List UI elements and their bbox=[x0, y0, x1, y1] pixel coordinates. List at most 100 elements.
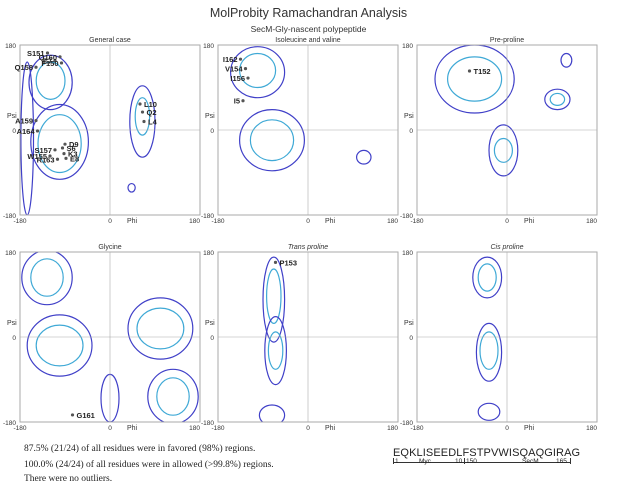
ruler-label-secm: SecM bbox=[522, 458, 539, 465]
residue-point bbox=[64, 156, 68, 160]
residue-label: V154 bbox=[225, 65, 243, 74]
phi-axis-label: Phi bbox=[127, 218, 138, 225]
favored-region-contour bbox=[134, 97, 151, 136]
allowed-region-contour bbox=[230, 46, 286, 99]
panel-general-case: General case Psi Phi 180 0 -180-180 0 180 S151E7… bbox=[3, 37, 201, 225]
panel-glycine: Glycine Psi Phi 180 0 -180-180 0 180 G161 bbox=[3, 244, 201, 432]
panel-title: General case bbox=[89, 37, 131, 44]
x-tick-label: 0 bbox=[306, 218, 310, 225]
residue-point bbox=[243, 67, 248, 71]
residue-point bbox=[273, 260, 278, 264]
panel-title: Isoleucine and valine bbox=[275, 37, 340, 44]
y-tick-label: 0 bbox=[409, 335, 413, 342]
phi-axis-label: Phi bbox=[325, 218, 336, 225]
allowed-region-contour bbox=[355, 149, 372, 165]
ruler-tick bbox=[464, 458, 465, 464]
allowed-region-contour bbox=[264, 316, 288, 386]
residue-point bbox=[138, 102, 142, 106]
panel-cis-proline: Cis proline Psi Phi 180 0 -180-180 0 180 bbox=[400, 244, 598, 432]
x-tick-label: 0 bbox=[505, 425, 509, 432]
page-title: MolProbity Ramachandran Analysis bbox=[209, 6, 408, 20]
allowed-region-contour bbox=[488, 124, 519, 177]
y-tick-label: -180 bbox=[201, 213, 214, 220]
residue-point bbox=[467, 69, 472, 73]
allowed-region-contour bbox=[239, 108, 306, 172]
x-tick-label: 180 bbox=[387, 218, 398, 225]
allowed-region-contour bbox=[434, 45, 515, 114]
favored-region-contour bbox=[477, 263, 497, 292]
residue-point bbox=[62, 152, 66, 156]
residue-label: E7 bbox=[43, 57, 52, 66]
allowed-region-contour bbox=[475, 322, 503, 382]
favored-region-contour bbox=[35, 61, 66, 100]
x-tick-label: 180 bbox=[586, 425, 597, 432]
favored-region-contour bbox=[30, 258, 64, 297]
allowed-stat: 100.0% (24/24) of all residues were in a… bbox=[24, 460, 274, 470]
psi-axis-label: Psi bbox=[7, 113, 17, 120]
x-tick-label: 0 bbox=[505, 218, 509, 225]
residue-label: Q2 bbox=[147, 108, 157, 117]
favored-region-contour bbox=[267, 331, 284, 370]
residue-label: G161 bbox=[77, 411, 95, 420]
allowed-region-contour bbox=[560, 52, 573, 68]
psi-axis-label: Psi bbox=[404, 113, 414, 120]
residue-point bbox=[35, 129, 40, 133]
residue-label: Q158 bbox=[15, 63, 33, 72]
ruler-number-165: 165 bbox=[556, 458, 567, 465]
residue-label: P153 bbox=[280, 258, 298, 267]
panel-title: Pre-proline bbox=[490, 37, 524, 44]
phi-axis-label: Phi bbox=[325, 425, 336, 432]
allowed-region-contour bbox=[147, 368, 199, 422]
y-tick-label: -180 bbox=[3, 420, 16, 427]
residue-label: I156 bbox=[230, 74, 245, 83]
x-tick-label: 0 bbox=[306, 425, 310, 432]
allowed-region-contour bbox=[472, 256, 503, 299]
favored-region-contour bbox=[447, 56, 503, 102]
allowed-region-contour bbox=[20, 61, 35, 215]
residue-label: S157 bbox=[34, 146, 52, 155]
residue-label: E8 bbox=[70, 154, 79, 163]
y-tick-label: 180 bbox=[203, 43, 214, 50]
residue-point bbox=[45, 51, 50, 55]
y-tick-label: -180 bbox=[400, 213, 413, 220]
allowed-region-contour bbox=[477, 402, 501, 421]
x-tick-label: -180 bbox=[211, 218, 224, 225]
favored-region-contour bbox=[136, 307, 185, 350]
panel-pre-proline: Pre-proline Psi Phi 180 0 -180-180 0 180 T152 bbox=[400, 37, 598, 225]
ruler-number-1: 1 bbox=[395, 458, 399, 465]
favored-region-contour bbox=[37, 114, 82, 174]
residue-point bbox=[58, 55, 62, 59]
residue-label: T152 bbox=[474, 67, 491, 76]
residue-point bbox=[246, 76, 250, 80]
residue-label: K3 bbox=[68, 150, 78, 159]
favored-region-contour bbox=[265, 268, 282, 325]
residue-point bbox=[34, 118, 38, 123]
panel-title: Trans proline bbox=[288, 244, 328, 251]
y-tick-label: 180 bbox=[5, 43, 16, 50]
favored-region-contour bbox=[493, 137, 513, 163]
y-tick-label: 0 bbox=[210, 128, 214, 135]
phi-axis-label: Phi bbox=[524, 218, 535, 225]
ruler-label-myc: Myc bbox=[419, 458, 431, 465]
x-tick-label: 180 bbox=[387, 425, 398, 432]
y-tick-label: 0 bbox=[409, 128, 413, 135]
panel-isoleucine-and-valine: Isoleucine and valine Psi Phi 180 0 -180-180 0… bbox=[201, 37, 399, 225]
x-tick-label: -180 bbox=[13, 218, 26, 225]
allowed-region-contour bbox=[28, 54, 73, 111]
favored-region-contour bbox=[239, 52, 277, 89]
x-tick-label: 0 bbox=[108, 218, 112, 225]
residue-label: R163 bbox=[37, 155, 55, 164]
allowed-region-contour bbox=[129, 85, 156, 158]
ruler-tick bbox=[570, 458, 571, 464]
x-tick-label: -180 bbox=[211, 425, 224, 432]
psi-axis-label: Psi bbox=[205, 113, 215, 120]
psi-axis-label: Psi bbox=[7, 320, 17, 327]
x-tick-label: -180 bbox=[410, 218, 423, 225]
allowed-region-contour bbox=[258, 404, 286, 422]
x-tick-label: 180 bbox=[189, 425, 200, 432]
phi-axis-label: Phi bbox=[127, 425, 138, 432]
favored-region-contour bbox=[35, 324, 84, 367]
psi-axis-label: Psi bbox=[205, 320, 215, 327]
residue-label: A159 bbox=[15, 117, 33, 126]
